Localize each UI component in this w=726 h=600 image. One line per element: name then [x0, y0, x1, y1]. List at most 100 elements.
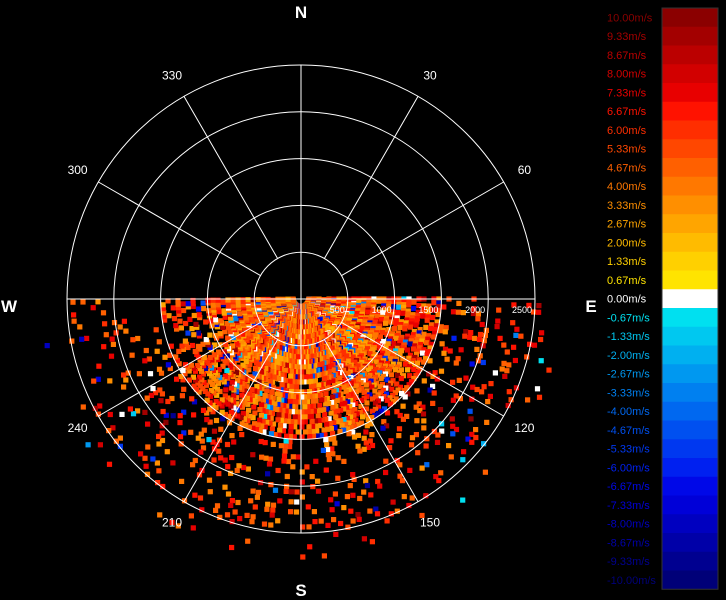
colorbar-label: 1.33m/s — [607, 256, 647, 268]
velocity-cell — [233, 316, 239, 322]
velocity-cell — [174, 357, 180, 363]
velocity-cell — [352, 407, 358, 413]
velocity-cell — [199, 360, 205, 366]
velocity-cell — [299, 479, 305, 485]
velocity-cell — [375, 410, 381, 416]
velocity-cell — [203, 357, 209, 363]
velocity-cell — [202, 365, 209, 371]
velocity-cell — [178, 441, 184, 447]
velocity-cell — [243, 412, 250, 418]
velocity-cell — [430, 400, 436, 406]
velocity-cell — [179, 478, 185, 484]
velocity-cell — [470, 384, 476, 390]
velocity-cell — [391, 299, 397, 305]
velocity-cell — [252, 410, 258, 416]
velocity-cell — [296, 399, 302, 405]
velocity-cell — [402, 361, 408, 367]
velocity-cell — [367, 351, 373, 357]
velocity-cell — [326, 456, 332, 463]
velocity-cell — [261, 429, 267, 435]
velocity-cell — [335, 475, 341, 481]
velocity-cell — [450, 379, 456, 385]
velocity-cell — [148, 392, 154, 398]
velocity-cell — [213, 417, 220, 424]
velocity-cell — [378, 408, 384, 414]
velocity-cell — [355, 334, 361, 340]
velocity-cell — [409, 495, 415, 501]
velocity-cell — [388, 319, 394, 325]
velocity-cell — [247, 413, 253, 419]
velocity-cell — [419, 465, 425, 471]
velocity-cell — [188, 513, 194, 519]
velocity-cell — [436, 304, 442, 310]
velocity-cell — [384, 423, 390, 429]
velocity-cell — [292, 344, 298, 350]
velocity-cell — [348, 392, 354, 398]
velocity-cell — [219, 403, 225, 409]
velocity-cell — [331, 388, 337, 394]
velocity-cell — [268, 405, 274, 411]
velocity-cell — [346, 409, 352, 415]
velocity-cell — [394, 333, 400, 339]
velocity-cell — [159, 430, 165, 436]
velocity-cell — [295, 414, 302, 420]
velocity-cell — [201, 354, 207, 361]
colorbar-swatch — [662, 26, 718, 46]
velocity-cell — [162, 354, 168, 360]
velocity-cell — [398, 337, 404, 343]
velocity-cell — [247, 374, 253, 380]
velocity-cell — [339, 422, 345, 429]
velocity-cell — [287, 378, 293, 384]
velocity-cell — [422, 356, 429, 362]
velocity-cell — [80, 299, 86, 305]
velocity-cell — [210, 302, 216, 308]
velocity-cell — [71, 318, 77, 324]
velocity-cell — [198, 368, 205, 374]
velocity-cell — [425, 310, 431, 316]
velocity-cell — [225, 297, 231, 303]
velocity-cell — [277, 427, 283, 433]
velocity-cell — [142, 358, 148, 364]
velocity-cell — [345, 393, 351, 399]
velocity-cell — [288, 393, 294, 400]
velocity-cell — [477, 331, 484, 338]
velocity-cell — [363, 440, 369, 446]
velocity-cell — [185, 330, 191, 336]
velocity-cell — [135, 408, 141, 414]
velocity-cell — [413, 404, 419, 410]
velocity-cell — [275, 467, 281, 474]
velocity-cell — [203, 319, 209, 325]
velocity-cell — [200, 341, 206, 347]
velocity-cell — [393, 335, 399, 341]
velocity-cell — [400, 307, 406, 314]
velocity-cell — [432, 370, 438, 376]
colorbar-swatch — [662, 64, 718, 84]
velocity-cell — [285, 418, 291, 424]
velocity-cell — [398, 348, 405, 354]
velocity-cell — [284, 473, 290, 480]
velocity-cell — [97, 403, 103, 409]
velocity-cell — [337, 428, 343, 434]
velocity-cell — [428, 322, 435, 328]
velocity-cell — [287, 403, 293, 409]
colorbar-swatch — [662, 401, 718, 421]
velocity-cell — [388, 438, 394, 444]
velocity-cell — [192, 492, 198, 498]
velocity-cell — [295, 454, 301, 460]
velocity-cell — [257, 407, 263, 413]
velocity-cell — [300, 524, 306, 530]
velocity-cell — [266, 410, 272, 416]
velocity-cell — [322, 432, 328, 438]
colorbar-swatch — [662, 270, 718, 290]
velocity-cell — [306, 429, 312, 435]
velocity-cell — [277, 345, 283, 351]
velocity-cell — [403, 323, 409, 329]
velocity-cell — [289, 489, 295, 495]
velocity-cell — [200, 386, 206, 392]
velocity-cell — [289, 419, 295, 425]
velocity-cell — [380, 425, 386, 431]
velocity-cell — [235, 413, 241, 419]
velocity-cell — [323, 437, 329, 443]
range-labels: 500 1000 1500 2000 2500 — [330, 305, 532, 315]
velocity-cell — [222, 393, 228, 399]
